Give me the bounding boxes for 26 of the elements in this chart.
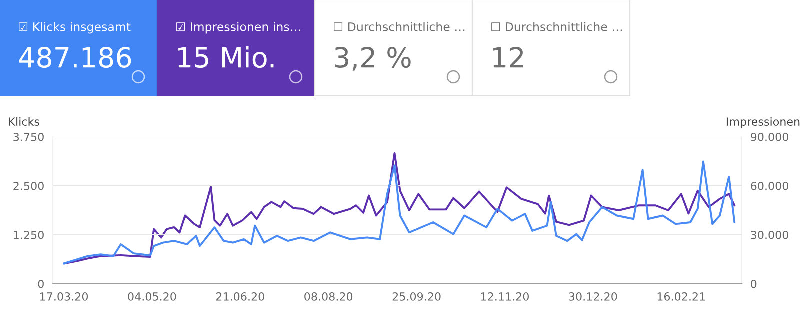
y2-tick-label: 60.000 [751, 182, 788, 190]
x-tick-label: 12.11.20 [481, 292, 529, 301]
y-tick-label: 2.500 [14, 182, 44, 190]
text: ☑ Klicks insgesamt [19, 22, 131, 34]
text: 487.186 [19, 47, 132, 68]
y-tick-label: 0 [38, 280, 44, 288]
y-tick-label: 3.750 [14, 132, 44, 142]
y2-axis-title: Impressionen [726, 117, 800, 128]
text: 3,2 % [335, 47, 411, 71]
y2-tick-label: 90.000 [751, 132, 788, 142]
y2-tick-label: 30.000 [751, 230, 788, 240]
text: 12 [494, 47, 524, 68]
text: ☑ Impressionen ins… [176, 22, 300, 34]
x-tick-label: 25.09.20 [392, 292, 441, 301]
x-tick-label: 21.06.20 [216, 292, 264, 301]
x-tick-label: 30.12.20 [569, 292, 618, 301]
x-tick-label: 16.02.21 [658, 292, 706, 301]
text: ☐ Durchschnittliche … [492, 22, 622, 32]
text: 15 Mio. [178, 46, 274, 68]
y2-tick-label: 0 [751, 280, 757, 288]
y-tick-label: 1.250 [14, 230, 44, 240]
x-tick-label: 04.05.20 [128, 292, 176, 301]
y-axis-title: Klicks [9, 117, 40, 126]
text: ☐ Durchschnittliche … [334, 22, 465, 32]
x-tick-label: 08.08.20 [304, 292, 353, 301]
x-tick-label: 17.03.20 [40, 292, 88, 301]
